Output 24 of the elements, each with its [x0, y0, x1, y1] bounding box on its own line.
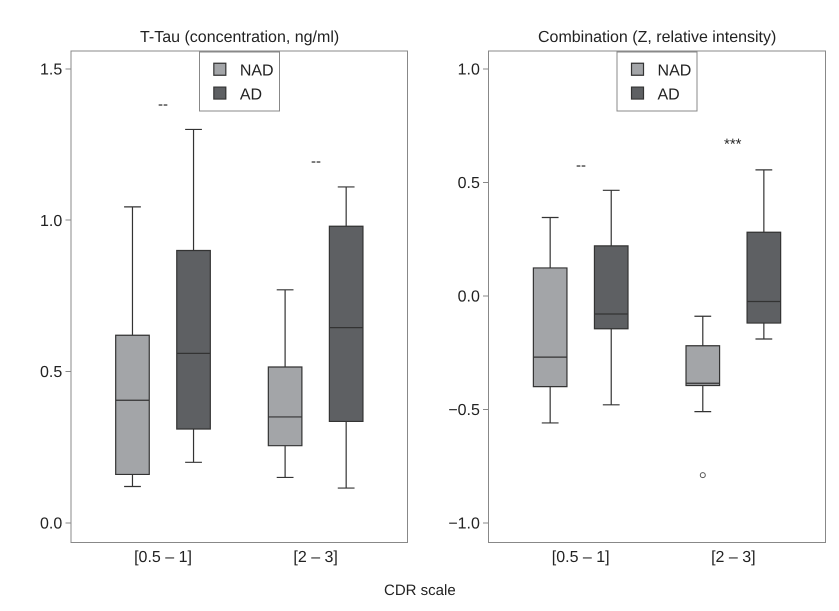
- y-tick-label: 1.0: [40, 212, 62, 230]
- annotation: --: [311, 153, 321, 170]
- chart-title: T-Tau (concentration, ng/ml): [140, 29, 340, 46]
- x-axis-title: CDR scale: [384, 582, 456, 599]
- y-tick-label: 1.5: [40, 62, 62, 79]
- annotation: --: [576, 157, 586, 174]
- chart-title: Combination (Z, relative intensity): [538, 29, 776, 46]
- annotation: --: [158, 96, 168, 113]
- legend-label: AD: [240, 86, 262, 104]
- x-tick-label: [2 – 3]: [293, 549, 338, 566]
- y-tick-label: 0.0: [40, 515, 62, 532]
- y-tick-label: 1.0: [458, 61, 480, 78]
- y-tick-label: 0.0: [458, 288, 480, 306]
- y-tick-label: 0.5: [40, 364, 62, 382]
- annotation: ***: [724, 136, 742, 153]
- legend-label: NAD: [240, 62, 274, 80]
- x-tick-label: [0.5 – 1]: [552, 549, 610, 566]
- y-tick-label: −1.0: [448, 515, 480, 532]
- y-tick-label: −0.5: [448, 402, 480, 419]
- y-tick-label: 0.5: [458, 174, 480, 192]
- x-tick-label: [0.5 – 1]: [134, 549, 192, 566]
- legend-label: AD: [658, 86, 680, 104]
- legend-label: NAD: [658, 62, 692, 80]
- x-tick-label: [2 – 3]: [711, 549, 756, 566]
